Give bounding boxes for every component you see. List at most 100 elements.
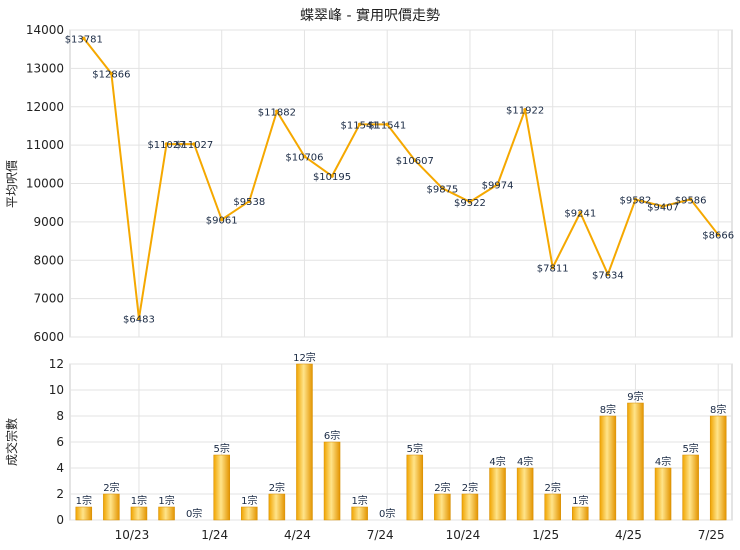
price-point [523, 107, 527, 112]
x-tick-label: 7/24 [367, 528, 394, 542]
volume-y-tick-label: 8 [56, 409, 64, 423]
price-point [495, 182, 500, 187]
volume-bar-label: 1宗 [131, 494, 147, 507]
volume-bar-label: 2宗 [462, 481, 478, 494]
price-data-label: $9538 [233, 197, 265, 208]
x-tick-label: 1/25 [532, 528, 559, 542]
x-tick-label: 10/23 [115, 528, 150, 542]
price-data-label: $13781 [65, 34, 103, 45]
volume-bar-label: 0宗 [379, 507, 395, 520]
price-point [578, 210, 583, 215]
price-data-label: $9241 [564, 209, 596, 220]
price-data-label: $9522 [454, 198, 486, 209]
price-point [219, 217, 224, 222]
price-data-label: $12866 [92, 70, 130, 81]
price-data-label: $9974 [482, 180, 514, 191]
price-panel: 6000 7000 8000 9000 10000 11000 12000 13000 1400… [26, 23, 734, 344]
volume-bar [627, 402, 644, 521]
price-point [247, 199, 252, 204]
price-point [109, 71, 114, 76]
volume-bar [351, 506, 368, 521]
price-point [688, 197, 693, 202]
volume-bar [434, 493, 451, 521]
volume-bar-label: 2宗 [269, 481, 285, 494]
price-point [275, 109, 279, 114]
volume-bar-label: 2宗 [434, 481, 450, 494]
price-series-line [83, 37, 719, 320]
price-data-label: $10607 [396, 156, 434, 167]
price-y-tick-label: 11000 [26, 138, 64, 152]
volume-bar-label: 1宗 [76, 494, 92, 507]
volume-bar [544, 493, 561, 521]
volume-bar-label: 0宗 [186, 507, 202, 520]
price-y-tick-label: 7000 [33, 292, 64, 306]
volume-y-tick-label: 6 [56, 435, 64, 449]
price-data-label: $9586 [675, 195, 707, 206]
price-point [661, 204, 665, 209]
volume-bar [461, 493, 479, 521]
volume-bar [406, 454, 424, 521]
price-point [412, 158, 417, 163]
price-y-tick-label: 9000 [33, 215, 64, 229]
volume-panel: 0 2 4 6 8 10 12 10/23 1/24 4/24 7/24 10/24 1/25 4/25 7… [49, 351, 733, 542]
x-tick-label: 4/24 [284, 528, 311, 542]
volume-bar [709, 415, 727, 521]
price-point [633, 197, 638, 202]
price-y-tick-label: 12000 [26, 100, 64, 114]
price-data-label: $9061 [206, 216, 238, 227]
volume-bar-label: 9宗 [627, 390, 643, 403]
price-data-label: $11882 [258, 107, 296, 118]
volume-bar [241, 506, 258, 521]
price-data-label: $6483 [123, 314, 155, 325]
price-data-label: $8666 [702, 231, 734, 242]
volume-bar [268, 493, 286, 521]
price-data-label: $11541 [368, 120, 406, 131]
volume-bar [75, 506, 93, 521]
price-point [330, 174, 334, 178]
volume-bar [130, 506, 148, 521]
x-tick-label: 7/25 [698, 528, 725, 542]
volume-bar [572, 506, 589, 521]
price-data-label: $9407 [647, 202, 679, 213]
volume-bar-label: 5宗 [407, 442, 423, 455]
price-data-label: $7811 [537, 264, 569, 275]
x-tick-label: 4/25 [615, 528, 642, 542]
volume-bar [323, 441, 341, 521]
volume-bar-label: 5宗 [682, 442, 698, 455]
price-point [385, 122, 390, 127]
price-point [302, 154, 307, 159]
volume-y-tick-label: 0 [56, 513, 64, 527]
chart-title: 蝶翠峰 - 實用呎價走勢 [300, 7, 440, 24]
price-y-tick-label: 6000 [33, 330, 64, 344]
volume-bar-label: 5宗 [214, 442, 230, 455]
price-data-label: $11541 [341, 120, 379, 131]
price-point [81, 36, 86, 41]
volume-bar-label: 8宗 [600, 403, 616, 416]
price-y-axis-label: 平均呎價 [5, 160, 19, 208]
volume-bar [213, 454, 230, 521]
volume-bar-label: 1宗 [241, 494, 257, 507]
price-y-tick-label: 13000 [26, 61, 64, 75]
price-y-tick-label: 8000 [33, 253, 64, 267]
price-y-tick-label: 10000 [26, 177, 64, 191]
volume-bar-label: 4宗 [517, 455, 533, 468]
volume-bar [516, 467, 534, 521]
x-tick-label: 10/24 [446, 528, 481, 542]
volume-bar-label: 1宗 [351, 494, 367, 507]
price-point [468, 200, 472, 204]
price-data-label: $9875 [426, 184, 458, 195]
volume-bar [296, 363, 313, 521]
price-point [550, 265, 555, 270]
volume-bar [599, 415, 617, 521]
price-point [440, 186, 445, 191]
price-data-label: $10195 [313, 172, 351, 183]
price-point [164, 142, 169, 146]
price-point [606, 272, 610, 277]
volume-bar-label: 4宗 [655, 455, 671, 468]
volume-y-tick-label: 4 [56, 461, 64, 475]
price-point [357, 122, 362, 127]
volume-bar [489, 467, 506, 521]
volume-bar-label: 1宗 [158, 494, 174, 507]
